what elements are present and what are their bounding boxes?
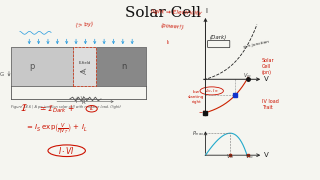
Text: $V_{oc}$: $V_{oc}$ (245, 152, 254, 161)
Text: p: p (30, 62, 35, 71)
Bar (96, 47, 146, 86)
Text: $I \cdot VI$: $I \cdot VI$ (58, 145, 75, 156)
Text: Solar
Cell
(pn): Solar Cell (pn) (262, 58, 274, 75)
Text: n: n (121, 62, 126, 71)
Text: R: R (82, 100, 86, 105)
Text: light → Electricity: light → Electricity (151, 9, 202, 16)
Text: (Dark): (Dark) (209, 35, 227, 40)
Bar (11, 47, 146, 86)
Text: = $\mathcal{I}_{Dark}$ +: = $\mathcal{I}_{Dark}$ + (39, 103, 75, 115)
Text: V: V (264, 152, 269, 158)
Text: (> by): (> by) (76, 22, 94, 28)
Text: I: I (205, 8, 207, 14)
Text: $\mathcal{I}$: $\mathcal{I}$ (20, 102, 28, 113)
Text: Solar Cell: Solar Cell (125, 6, 201, 20)
Text: $V_{oc}, I_{sc}$: $V_{oc}, I_{sc}$ (204, 87, 220, 95)
Text: $V_{oc}$: $V_{oc}$ (243, 71, 252, 80)
Text: low
slanting
right: low slanting right (188, 90, 204, 103)
Text: Iₗ: Iₗ (84, 70, 85, 74)
Text: E-field: E-field (78, 61, 91, 65)
Text: = $I_S$ $\exp\!\left(\frac{V}{\eta V_T}\right)$ + $I_L$: = $I_S$ $\exp\!\left(\frac{V}{\eta V_T}\… (26, 122, 88, 137)
Text: $V_m$: $V_m$ (226, 152, 234, 161)
Text: $I_L$: $I_L$ (89, 104, 95, 113)
Text: I: I (75, 99, 77, 104)
Text: + V −: + V − (75, 96, 90, 101)
Bar (11, 47, 73, 86)
Text: IV load
Trait: IV load Trait (262, 99, 278, 110)
Text: V: V (264, 76, 269, 82)
Text: $P_{max}$: $P_{max}$ (192, 129, 204, 138)
Text: (power!): (power!) (160, 23, 184, 30)
Text: p-n junction: p-n junction (243, 39, 269, 49)
Text: Figure 14.6 | A pn junction solar cell with resistive load. (light): Figure 14.6 | A pn junction solar cell w… (11, 105, 120, 109)
Text: G: G (0, 72, 4, 77)
Text: Iₗ: Iₗ (166, 40, 169, 45)
Bar (73, 47, 96, 86)
Text: $-I_{sc}$: $-I_{sc}$ (198, 109, 210, 117)
